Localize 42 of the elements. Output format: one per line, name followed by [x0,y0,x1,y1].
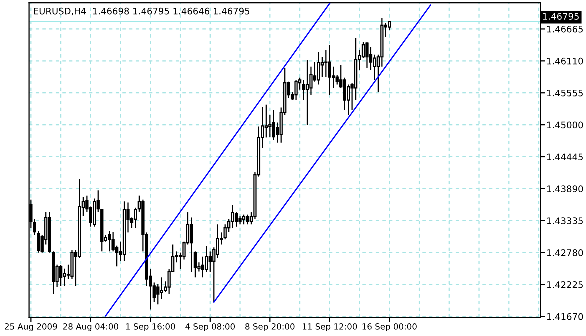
x-tick-label: 8 Sep 20:00 [246,324,295,332]
candlestick [190,217,194,273]
candlestick [302,80,306,101]
x-tick-label: 4 Sep 08:00 [186,324,236,332]
x-tick-label: 1 Sep 16:00 [126,324,176,332]
candlestick [201,256,205,278]
y-tick-label: 1.43335 [547,218,583,224]
candlestick [216,224,220,259]
ref-line-label: 1.46795 [543,13,579,20]
candlestick [366,42,369,69]
candlestick [328,44,332,96]
x-tick-label: 16 Sep 00:00 [362,324,417,332]
candlestick [156,284,160,306]
candlestick [246,214,250,226]
chart-title: EURUSD,H4 1.46698 1.46795 1.46646 1.46795 [34,8,250,16]
y-tick-label: 1.45555 [547,90,583,97]
x-tick-label: 25 Aug 2009 [5,324,58,332]
candlestick [272,110,276,141]
y-tick-label: 1.42780 [547,250,584,256]
candlestick [317,51,320,86]
y-tick-label: 1.46665 [547,26,583,33]
x-tick-label: 11 Sep 12:00 [303,324,358,332]
y-tick-label: 1.41670 [547,313,584,320]
candlestick [108,230,112,252]
candlestick [306,59,310,126]
candlestick [59,264,63,287]
candlestick [93,198,96,228]
y-tick-label: 1.45000 [547,122,584,129]
y-tick-label: 1.43890 [547,186,584,192]
candlestick [264,104,268,138]
y-tick-label: 1.44445 [547,154,583,161]
x-tick-label: 28 Aug 04:00 [63,324,118,332]
candlestick [234,212,238,228]
candlestick [231,204,234,229]
candlestick [294,80,298,101]
candlestick [324,50,328,78]
candlestick [63,268,66,287]
candlestick [208,251,212,273]
y-tick-label: 1.42225 [547,281,583,288]
y-tick-label: 1.46110 [547,58,584,65]
candlestick [160,277,164,300]
candlestick [242,214,246,226]
